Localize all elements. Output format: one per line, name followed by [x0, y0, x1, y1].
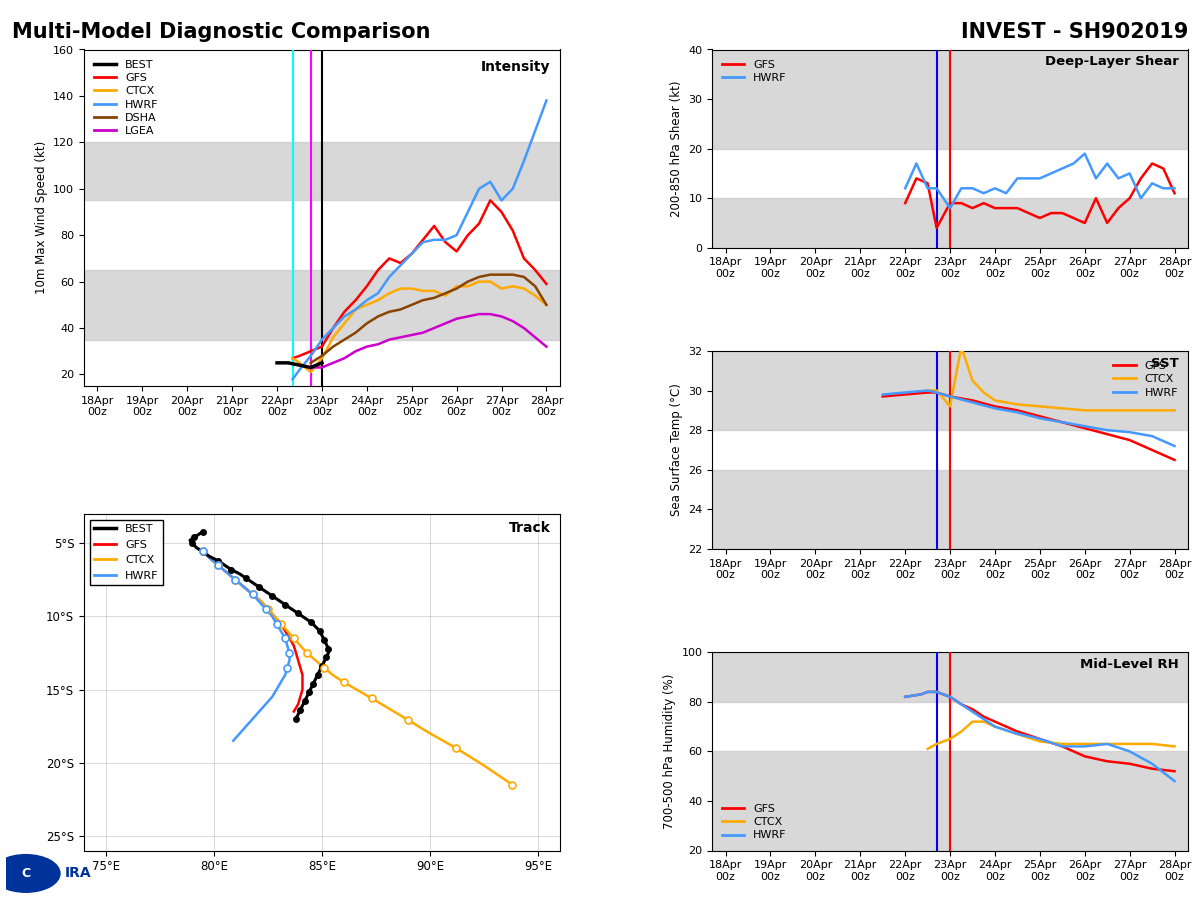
- Y-axis label: Sea Surface Temp (°C): Sea Surface Temp (°C): [670, 383, 683, 517]
- Y-axis label: 700-500 hPa Humidity (%): 700-500 hPa Humidity (%): [662, 674, 676, 829]
- Bar: [712, 351, 1188, 430]
- Bar: [84, 142, 560, 201]
- Legend: BEST, GFS, CTCX, HWRF, DSHA, LGEA: BEST, GFS, CTCX, HWRF, DSHA, LGEA: [90, 55, 163, 140]
- Legend: GFS, HWRF: GFS, HWRF: [718, 55, 791, 87]
- Text: Multi-Model Diagnostic Comparison: Multi-Model Diagnostic Comparison: [12, 22, 431, 42]
- Bar: [712, 50, 1188, 148]
- Bar: [712, 652, 1188, 702]
- Text: INVEST - SH902019: INVEST - SH902019: [961, 22, 1188, 42]
- Text: Deep-Layer Shear: Deep-Layer Shear: [1045, 56, 1178, 68]
- Y-axis label: 200-850 hPa Shear (kt): 200-850 hPa Shear (kt): [670, 80, 683, 217]
- Bar: [712, 198, 1188, 248]
- Y-axis label: 10m Max Wind Speed (kt): 10m Max Wind Speed (kt): [35, 141, 48, 294]
- Circle shape: [0, 855, 60, 892]
- Legend: GFS, CTCX, HWRF: GFS, CTCX, HWRF: [718, 799, 791, 845]
- Bar: [84, 270, 560, 339]
- Bar: [712, 470, 1188, 549]
- Text: IRA: IRA: [65, 867, 91, 880]
- Legend: BEST, GFS, CTCX, HWRF: BEST, GFS, CTCX, HWRF: [90, 519, 163, 585]
- Text: Mid-Level RH: Mid-Level RH: [1080, 658, 1178, 671]
- Text: SST: SST: [1151, 356, 1178, 370]
- Text: Track: Track: [509, 521, 551, 535]
- Text: C: C: [22, 867, 30, 880]
- Bar: [712, 752, 1188, 850]
- Legend: GFS, CTCX, HWRF: GFS, CTCX, HWRF: [1109, 356, 1182, 402]
- Text: Intensity: Intensity: [481, 59, 551, 74]
